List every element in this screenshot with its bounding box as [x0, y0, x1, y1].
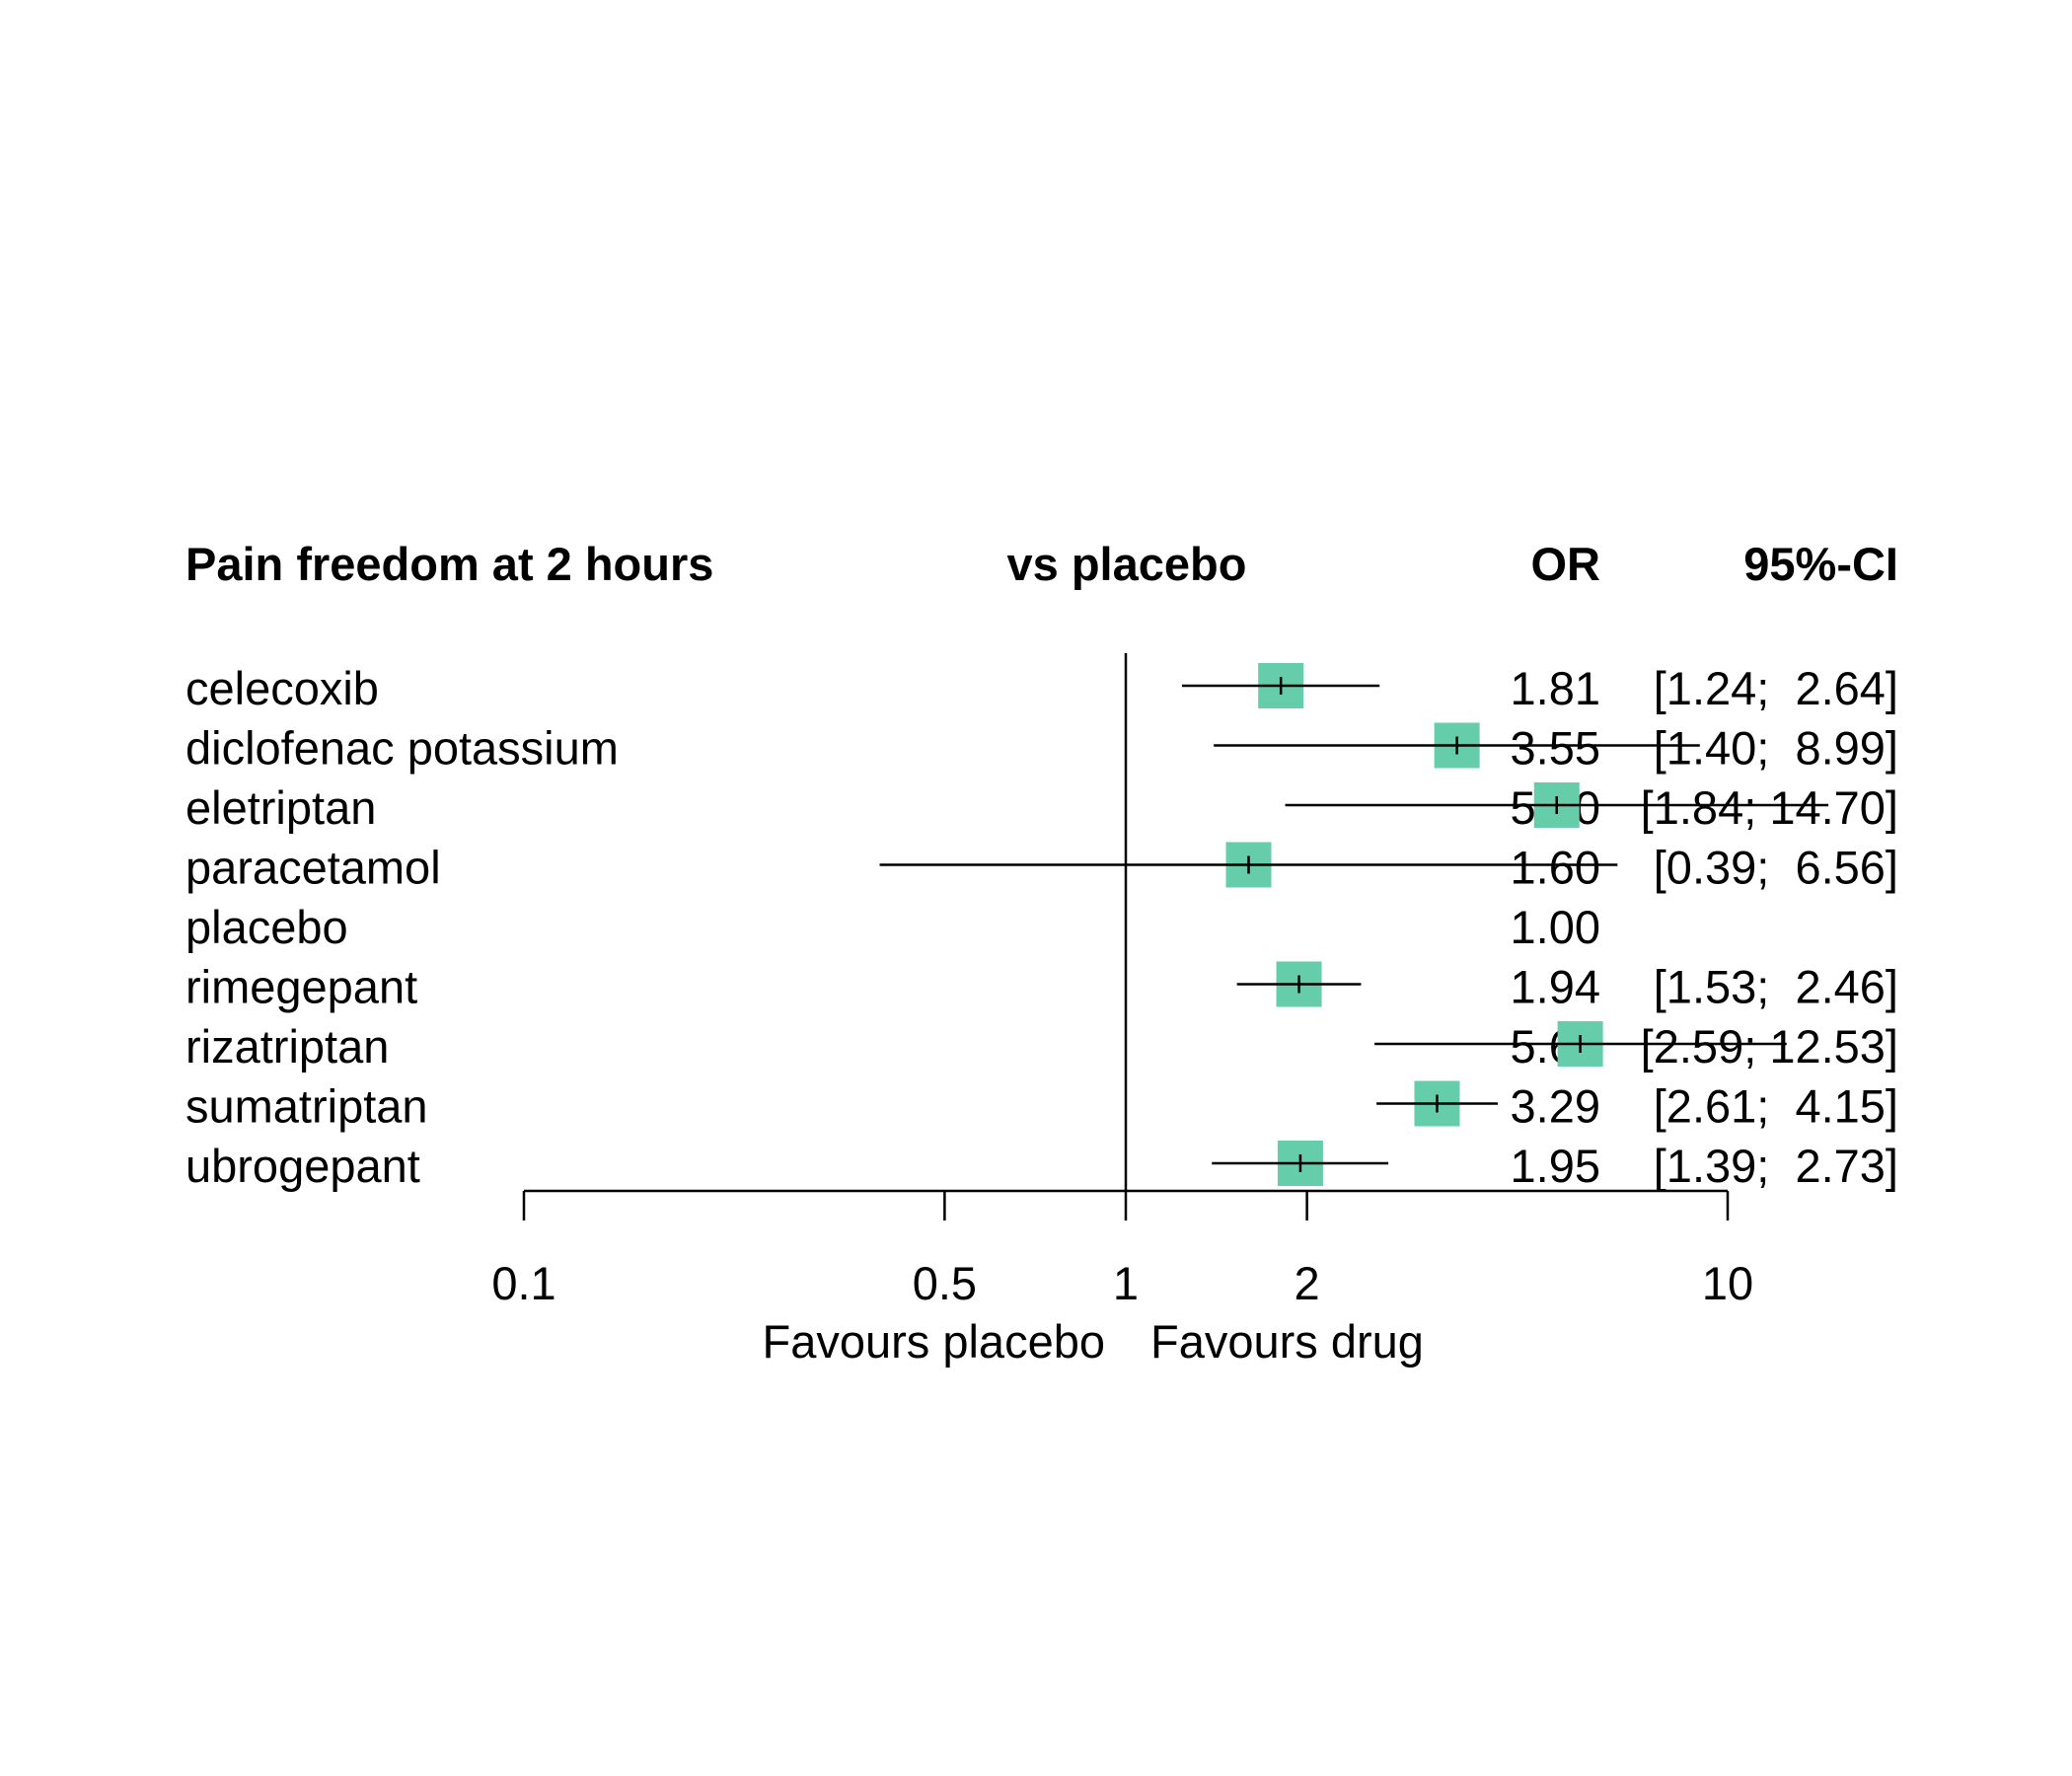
row-label: rimegepant — [185, 961, 417, 1013]
ci-value: [1.24; 2.64] — [1654, 662, 1898, 714]
or-value: 3.29 — [1511, 1080, 1600, 1133]
ci-value: [0.39; 6.56] — [1654, 842, 1898, 894]
or-value: 1.94 — [1511, 961, 1600, 1013]
favours-right-label: Favours drug — [1150, 1315, 1424, 1368]
or-value: 1.60 — [1511, 842, 1600, 894]
row-label: eletriptan — [185, 781, 376, 834]
favours-left-label: Favours placebo — [763, 1315, 1105, 1368]
x-tick-label: 2 — [1295, 1257, 1320, 1309]
row-label: ubrogepant — [185, 1140, 420, 1192]
row-label: celecoxib — [185, 662, 379, 714]
header-or: OR — [1531, 538, 1601, 590]
ci-value: [1.53; 2.46] — [1654, 961, 1898, 1013]
ci-value: [1.39; 2.73] — [1654, 1140, 1898, 1192]
x-tick-label: 0.5 — [913, 1257, 977, 1309]
header-study: Pain freedom at 2 hours — [185, 538, 713, 590]
or-value: 1.00 — [1511, 901, 1600, 953]
header-ci: 95%-CI — [1743, 538, 1898, 590]
or-value: 1.81 — [1511, 662, 1600, 714]
or-value: 3.55 — [1511, 722, 1600, 775]
ci-value: [2.61; 4.15] — [1654, 1080, 1898, 1133]
header-effect: vs placebo — [1007, 538, 1247, 590]
row-label: placebo — [185, 901, 348, 953]
row-label: paracetamol — [185, 842, 441, 894]
row-label: diclofenac potassium — [185, 722, 619, 775]
x-tick-label: 10 — [1702, 1257, 1753, 1309]
ci-value: [2.59; 12.53] — [1641, 1020, 1898, 1073]
or-value: 1.95 — [1511, 1140, 1600, 1192]
row-label: rizatriptan — [185, 1020, 389, 1073]
ci-value: [1.40; 8.99] — [1654, 722, 1898, 775]
row-label: sumatriptan — [185, 1080, 428, 1133]
x-tick-label: 0.1 — [491, 1257, 555, 1309]
x-tick-label: 1 — [1113, 1257, 1139, 1309]
ci-value: [1.84; 14.70] — [1641, 781, 1898, 834]
